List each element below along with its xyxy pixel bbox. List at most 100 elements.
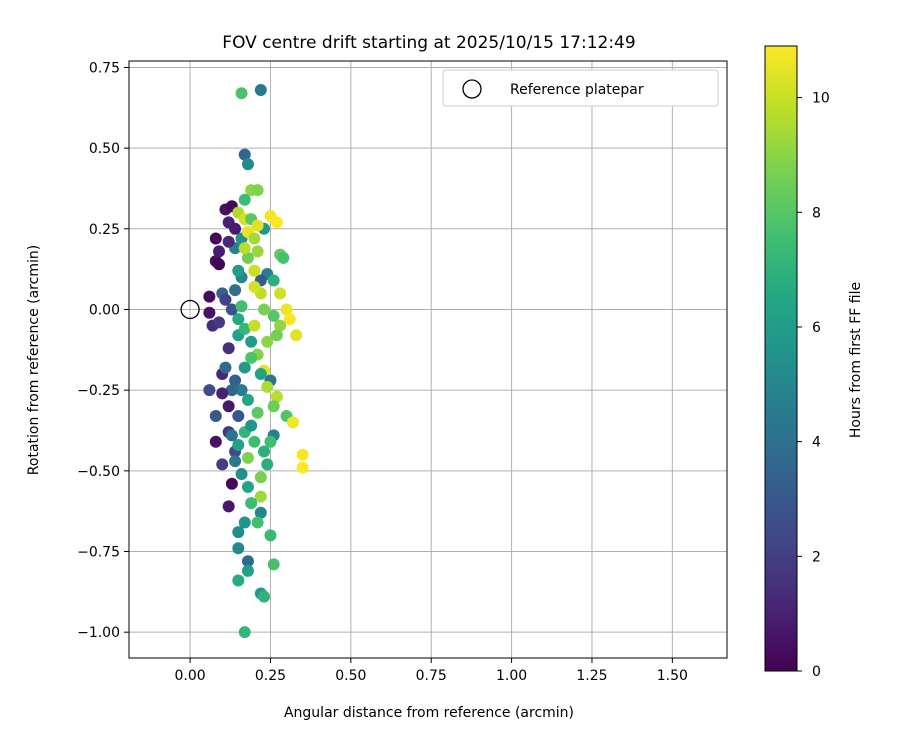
x-tick-label: 0.75 [416, 668, 447, 684]
data-point [296, 448, 309, 461]
data-point [216, 387, 229, 400]
data-point [241, 451, 254, 464]
data-point [254, 84, 267, 97]
data-point [232, 439, 245, 452]
y-tick-label: 0.50 [89, 141, 120, 157]
data-point [209, 409, 222, 422]
data-point [267, 400, 280, 413]
data-point [270, 329, 283, 342]
legend-box [442, 69, 719, 107]
data-point [258, 590, 271, 603]
y-tick-label: 0.75 [89, 60, 120, 76]
y-tick-label: 0.25 [89, 222, 120, 238]
data-point [245, 419, 258, 432]
colorbar-tick-label: 0 [812, 664, 821, 680]
y-tick-label: 0.00 [89, 302, 120, 318]
legend: Reference platepar [442, 69, 719, 107]
data-point [264, 529, 277, 542]
data-point [232, 526, 245, 539]
data-point [222, 235, 235, 248]
x-tick-label: 0.00 [175, 668, 206, 684]
data-point [251, 516, 264, 529]
colorbar-ticks: 0 2 4 6 8 10 [797, 91, 830, 680]
data-point [258, 445, 271, 458]
plot-frame [128, 60, 728, 659]
data-point [245, 497, 258, 510]
data-point [241, 555, 254, 568]
colorbar-tick-label: 6 [812, 320, 821, 336]
data-point [209, 232, 222, 245]
data-point [267, 309, 280, 322]
data-point [290, 329, 303, 342]
data-point [229, 374, 242, 387]
data-point [203, 306, 216, 319]
data-point [248, 319, 261, 332]
data-point [248, 435, 261, 448]
colorbar-tick-label: 4 [812, 435, 821, 451]
data-point [270, 390, 283, 403]
data-point [248, 232, 261, 245]
data-point [296, 461, 309, 474]
data-point [225, 429, 238, 442]
colorbar-tick-label: 10 [812, 91, 830, 107]
legend-marker [462, 79, 482, 99]
data-point [203, 384, 216, 397]
data-point [241, 158, 254, 171]
data-point [283, 313, 296, 326]
data-point [235, 300, 248, 313]
data-point [261, 380, 274, 393]
data-point [232, 542, 245, 555]
data-point [254, 490, 267, 503]
data-point [232, 409, 245, 422]
data-point [222, 342, 235, 355]
colorbar: 0 2 4 6 8 10 Hours from first FF file [764, 45, 864, 680]
data-point [225, 303, 238, 316]
colorbar-tick-label: 8 [812, 205, 821, 221]
data-point [248, 264, 261, 277]
data-point [241, 393, 254, 406]
data-point [238, 322, 251, 335]
data-point [238, 242, 251, 255]
data-point [225, 477, 238, 490]
data-point [238, 361, 251, 374]
data-point [254, 471, 267, 484]
legend-label: Reference platepar [510, 82, 644, 98]
y-tick-label: −1.00 [77, 625, 120, 641]
x-tick-label: 1.00 [496, 668, 527, 684]
data-point [213, 258, 226, 271]
data-point [241, 564, 254, 577]
data-point [248, 280, 261, 293]
y-axis-label: Rotation from reference (arcmin) [26, 245, 42, 475]
data-point [235, 384, 248, 397]
data-points [203, 84, 309, 639]
data-point [274, 287, 287, 300]
data-point [251, 245, 264, 258]
data-point [209, 435, 222, 448]
data-point [225, 384, 238, 397]
reference-platepar-marker [180, 299, 200, 320]
data-point [264, 435, 277, 448]
data-point [245, 351, 258, 364]
data-point [232, 574, 245, 587]
data-point [229, 455, 242, 468]
data-point [235, 87, 248, 100]
data-point [235, 468, 248, 481]
y-tick-label: −0.75 [77, 545, 120, 561]
y-axis: 0.75 0.50 0.25 0.00 −0.25 −0.50 −0.75 −1.00 [77, 60, 129, 641]
data-point [232, 264, 245, 277]
data-point [241, 251, 254, 264]
data-point [238, 626, 251, 639]
data-point [277, 251, 290, 264]
data-point [251, 406, 264, 419]
data-point [286, 416, 299, 429]
grid [129, 61, 727, 658]
data-point [261, 335, 274, 348]
data-point [213, 316, 226, 329]
data-point [219, 361, 232, 374]
y-tick-label: −0.50 [77, 464, 120, 480]
data-point [258, 303, 271, 316]
data-point [238, 193, 251, 206]
data-point [267, 558, 280, 571]
data-point [261, 458, 274, 471]
chart-title: FOV centre drift starting at 2025/10/15 … [222, 33, 635, 53]
